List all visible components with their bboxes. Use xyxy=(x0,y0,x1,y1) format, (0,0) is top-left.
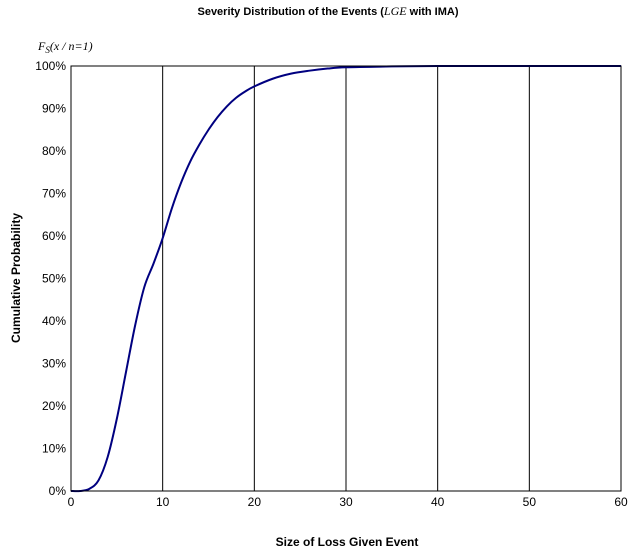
x-tick-label: 20 xyxy=(248,495,262,509)
chart-title: Severity Distribution of the Events (LGE… xyxy=(197,4,458,18)
x-tick-label: 10 xyxy=(156,495,170,509)
x-axis-label: Size of Loss Given Event xyxy=(276,535,419,549)
y-tick-label: 100% xyxy=(35,59,66,73)
x-tick-label: 60 xyxy=(614,495,628,509)
y-tick-label: 70% xyxy=(42,187,66,201)
y-tick-label: 80% xyxy=(42,144,66,158)
function-label: FS(x / n=1) xyxy=(37,39,93,55)
x-tick-label: 0 xyxy=(68,495,75,509)
y-tick-label: 90% xyxy=(42,102,66,116)
y-tick-label: 20% xyxy=(42,399,66,413)
x-tick-label: 30 xyxy=(339,495,353,509)
x-tick-labels: 0 10 20 30 40 50 60 xyxy=(68,495,628,509)
y-tick-labels: 0% 10% 20% 30% 40% 50% 60% 70% 80% 90% 100% xyxy=(35,59,66,498)
x-tick-label: 40 xyxy=(431,495,445,509)
x-tick-label: 50 xyxy=(523,495,537,509)
y-tick-label: 10% xyxy=(42,442,66,456)
plot-area-border xyxy=(70,65,622,492)
y-tick-label: 50% xyxy=(42,272,66,286)
y-tick-label: 60% xyxy=(42,229,66,243)
grid xyxy=(162,66,530,491)
y-tick-label: 40% xyxy=(42,314,66,328)
y-tick-label: 30% xyxy=(42,357,66,371)
y-axis-label: Cumulative Probability xyxy=(9,213,23,343)
y-tick-label: 0% xyxy=(49,484,67,498)
